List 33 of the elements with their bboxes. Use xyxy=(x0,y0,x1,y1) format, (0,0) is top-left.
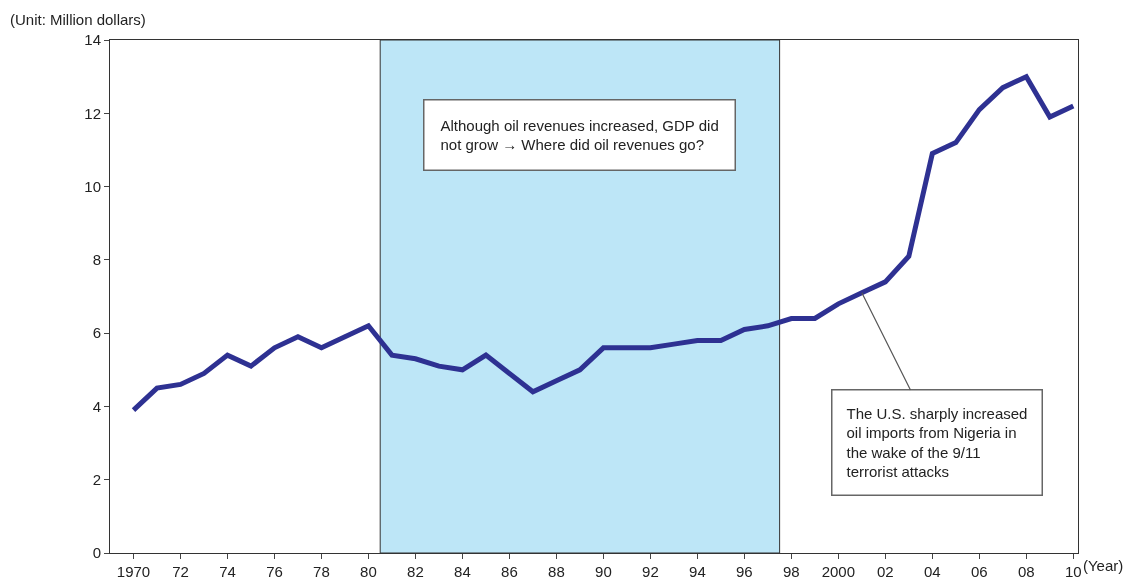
y-tick-label: 6 xyxy=(92,324,101,342)
y-tick-label: 8 xyxy=(92,251,101,269)
x-tick-label: 88 xyxy=(548,563,565,580)
x-tick-label: 82 xyxy=(407,563,424,580)
x-tick-label: 76 xyxy=(266,563,283,580)
x-tick-label: 1970 xyxy=(116,563,151,580)
x-tick-label: 74 xyxy=(219,563,236,580)
x-tick-label: 10 xyxy=(1064,563,1082,580)
x-axis-title: (Year) xyxy=(1083,557,1124,574)
x-tick-label: 02 xyxy=(877,563,894,580)
x-tick-label: 98 xyxy=(783,563,800,580)
x-tick-label: 84 xyxy=(454,563,471,580)
x-tick-label: 04 xyxy=(923,563,941,580)
y-tick-label: 12 xyxy=(84,104,101,122)
x-tick-label: 08 xyxy=(1017,563,1035,580)
x-tick-label: 06 xyxy=(970,563,988,580)
x-tick-label: 92 xyxy=(642,563,659,580)
x-tick-label: 78 xyxy=(313,563,330,580)
y-axis-title: (Unit: Million dollars) xyxy=(10,11,146,28)
annotation: The U.S. sharply increased oil imports from Nigeria in the wake of the 9/11 terrorist attacks xyxy=(846,404,1028,480)
y-tick-label: 2 xyxy=(92,470,101,488)
annotation: Although oil revenues increased, GDP did not grow → Where did oil revenues go? xyxy=(440,116,719,153)
y-tick-label: 14 xyxy=(84,31,101,49)
y-tick-label: 10 xyxy=(84,177,101,195)
x-tick-label: 86 xyxy=(501,563,518,580)
x-tick-label: 94 xyxy=(689,563,706,580)
y-tick-label: 4 xyxy=(92,397,101,415)
x-tick-label: 96 xyxy=(736,563,753,580)
x-tick-label: 90 xyxy=(595,563,612,580)
x-tick-label: 72 xyxy=(172,563,189,580)
x-tick-label: 2000 xyxy=(821,563,856,580)
x-tick-label: 80 xyxy=(360,563,377,580)
y-tick-label: 0 xyxy=(92,544,101,562)
